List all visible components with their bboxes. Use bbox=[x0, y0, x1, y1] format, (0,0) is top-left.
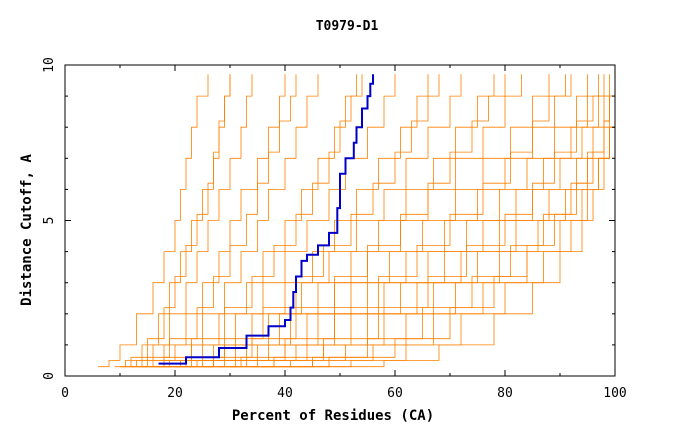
y-tick-label-10: 10 bbox=[42, 57, 57, 73]
series-line-1 bbox=[98, 74, 209, 368]
series-line-28 bbox=[230, 74, 605, 368]
x-tick-label-80: 80 bbox=[497, 386, 513, 401]
series-line-7 bbox=[142, 74, 396, 368]
x-tick-label-20: 20 bbox=[167, 386, 183, 401]
series-line-5 bbox=[131, 74, 319, 368]
plot-frame bbox=[64, 64, 616, 377]
series-line-22 bbox=[120, 74, 231, 368]
highlight-line bbox=[158, 74, 374, 365]
y-axis-label: Distance Cutoff, A bbox=[19, 154, 35, 306]
x-axis-label: Percent of Residues (CA) bbox=[232, 408, 434, 424]
series-line-25 bbox=[164, 74, 440, 368]
series-line-24 bbox=[142, 74, 363, 368]
x-tick-label-60: 60 bbox=[387, 386, 403, 401]
series-line-27 bbox=[202, 74, 566, 368]
highlight-layer bbox=[158, 74, 374, 365]
series-layer bbox=[98, 74, 615, 368]
ticks-layer: 0 20 40 60 80 100 0 5 10 bbox=[42, 57, 627, 401]
series-line-21 bbox=[312, 74, 615, 368]
chart-title: T0979-D1 bbox=[316, 19, 379, 34]
series-line-30 bbox=[252, 74, 615, 368]
series-line-2 bbox=[114, 74, 231, 368]
y-tick-label-5: 5 bbox=[42, 217, 57, 225]
series-line-23 bbox=[131, 74, 297, 368]
x-tick-label-100: 100 bbox=[603, 386, 626, 401]
series-line-3 bbox=[120, 74, 253, 368]
series-line-26 bbox=[180, 74, 506, 368]
x-tick-label-0: 0 bbox=[61, 386, 69, 401]
x-tick-label-40: 40 bbox=[277, 386, 293, 401]
y-tick-label-0: 0 bbox=[42, 372, 57, 380]
